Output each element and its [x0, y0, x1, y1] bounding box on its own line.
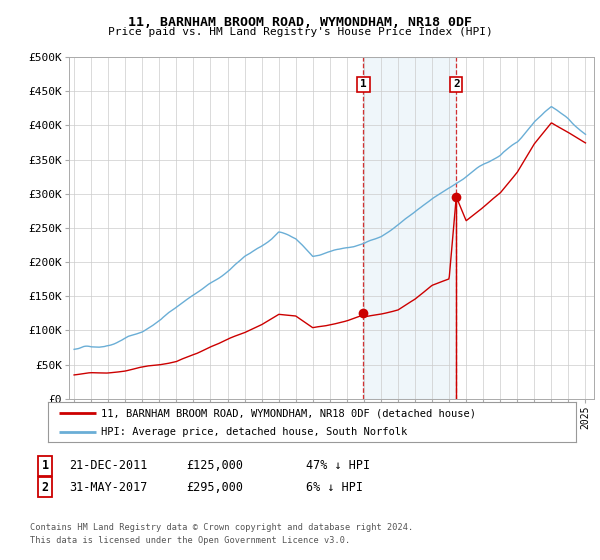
Text: 1: 1 [360, 80, 367, 90]
Text: HPI: Average price, detached house, South Norfolk: HPI: Average price, detached house, Sout… [101, 427, 407, 437]
Text: Price paid vs. HM Land Registry's House Price Index (HPI): Price paid vs. HM Land Registry's House … [107, 27, 493, 37]
Text: 2: 2 [41, 480, 49, 494]
Text: 11, BARNHAM BROOM ROAD, WYMONDHAM, NR18 0DF (detached house): 11, BARNHAM BROOM ROAD, WYMONDHAM, NR18 … [101, 408, 476, 418]
Text: 31-MAY-2017: 31-MAY-2017 [69, 480, 148, 494]
Text: 2: 2 [453, 80, 460, 90]
Text: £295,000: £295,000 [186, 480, 243, 494]
Text: 6% ↓ HPI: 6% ↓ HPI [306, 480, 363, 494]
Bar [364, 57, 456, 399]
Text: 11, BARNHAM BROOM ROAD, WYMONDHAM, NR18 0DF: 11, BARNHAM BROOM ROAD, WYMONDHAM, NR18 … [128, 16, 472, 29]
Text: £125,000: £125,000 [186, 459, 243, 473]
Text: 1: 1 [41, 459, 49, 473]
Text: This data is licensed under the Open Government Licence v3.0.: This data is licensed under the Open Gov… [30, 536, 350, 545]
Text: 47% ↓ HPI: 47% ↓ HPI [306, 459, 370, 473]
Text: 21-DEC-2011: 21-DEC-2011 [69, 459, 148, 473]
Text: Contains HM Land Registry data © Crown copyright and database right 2024.: Contains HM Land Registry data © Crown c… [30, 523, 413, 533]
